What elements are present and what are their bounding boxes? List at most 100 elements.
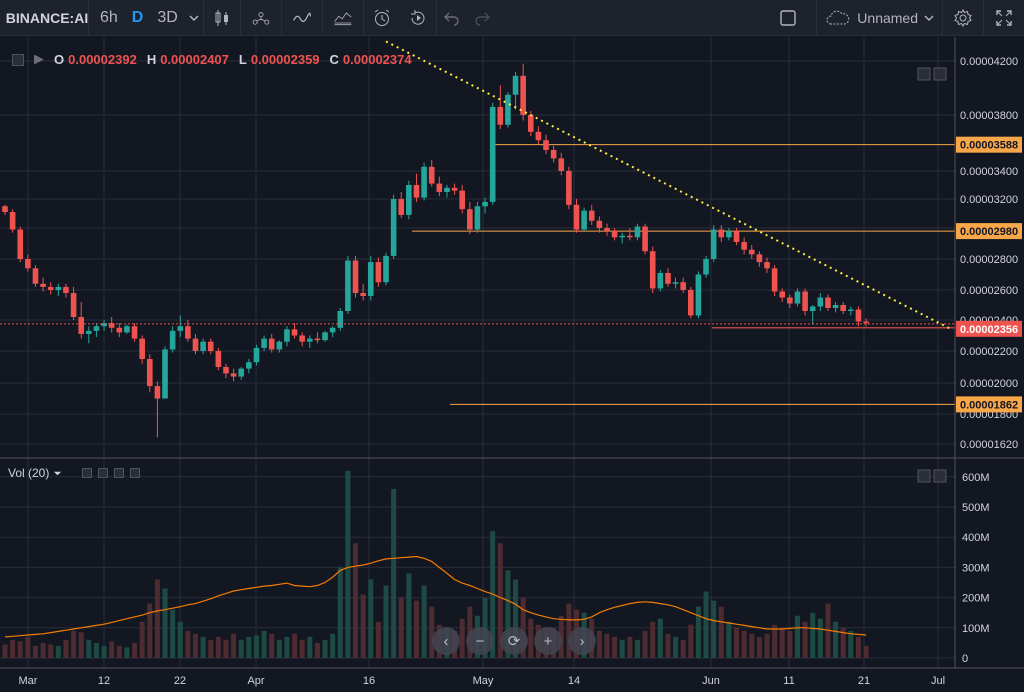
volume-bar: [817, 618, 823, 658]
redo-icon: [475, 12, 490, 26]
settings-button[interactable]: [943, 0, 983, 36]
volume-bar: [132, 642, 138, 658]
candle-body: [710, 229, 717, 259]
volume-bar: [177, 621, 183, 658]
toolbar-separator: [816, 0, 818, 36]
volume-tick-label: 100M: [962, 623, 990, 635]
compare-button[interactable]: [241, 0, 281, 36]
settings-small-icon[interactable]: [98, 468, 109, 478]
candle-body: [284, 329, 290, 342]
fullscreen-button[interactable]: [984, 0, 1024, 36]
scroll-left-button[interactable]: ‹: [432, 627, 460, 655]
alert-button[interactable]: [364, 0, 400, 36]
volume-bar: [833, 621, 839, 658]
toolbar-separator: [280, 0, 282, 36]
toolbar-separator: [362, 0, 364, 36]
chart-navigation: ‹ − ⟳ + ›: [432, 627, 596, 655]
time-tick-label: Apr: [247, 675, 264, 687]
pane-button: [917, 469, 931, 483]
candle-body: [9, 212, 16, 230]
resolution-1d[interactable]: D: [131, 8, 144, 26]
candle-body: [809, 306, 816, 311]
volume-bar: [695, 606, 701, 658]
high-value: 0.00002407: [160, 52, 229, 67]
candle-body: [185, 326, 191, 339]
volume-bar: [627, 636, 633, 658]
volume-bar: [840, 627, 846, 658]
resolution-3d[interactable]: 3D: [157, 8, 178, 26]
volume-bar: [25, 636, 31, 658]
candle-body: [611, 231, 618, 238]
reset-chart-button[interactable]: ⟳: [500, 627, 528, 655]
volume-bar: [680, 639, 686, 658]
compare-icon: [252, 11, 270, 25]
level-price-label: 0.00002980: [960, 226, 1018, 238]
zoom-out-button[interactable]: −: [466, 627, 494, 655]
eye-icon[interactable]: [82, 468, 93, 478]
scroll-right-button[interactable]: ›: [568, 627, 596, 655]
volume-tick-label: 200M: [962, 593, 990, 605]
volume-bar: [741, 630, 747, 658]
close-icon[interactable]: [130, 468, 141, 478]
alert-icon: [374, 9, 390, 26]
candle-body: [649, 251, 656, 289]
zoom-in-button[interactable]: +: [534, 627, 562, 655]
redo-button[interactable]: [467, 0, 497, 36]
candle-body: [78, 317, 84, 334]
close-label: C: [329, 52, 339, 67]
volume-bar: [238, 639, 244, 658]
toolbar-separator: [983, 0, 984, 36]
resolution-dropdown[interactable]: [185, 0, 203, 36]
price-tick-label: 0.00002200: [960, 346, 1018, 358]
candle-body: [840, 305, 846, 311]
candle-body: [390, 199, 397, 256]
volume-bar: [413, 600, 419, 658]
volume-bar: [139, 621, 145, 658]
templates-button[interactable]: [323, 0, 363, 36]
square-icon: [780, 9, 796, 26]
candle-body: [291, 329, 298, 336]
candle-body: [246, 362, 252, 369]
resolution-6h[interactable]: 6h: [100, 8, 118, 26]
candle-body: [436, 183, 443, 192]
fullscreen-toggle-button[interactable]: [770, 0, 806, 36]
volume-bar: [10, 639, 16, 658]
chevron-down-icon[interactable]: [53, 469, 62, 478]
more-icon[interactable]: [114, 468, 125, 478]
symbol-search[interactable]: BINANCE:AI: [5, 9, 88, 26]
volume-bar: [520, 597, 526, 658]
time-tick-label: 16: [363, 675, 375, 687]
volume-bar: [726, 621, 732, 658]
volume-bar: [634, 639, 640, 658]
candle-body: [2, 206, 8, 213]
level-price-tag: [956, 223, 1022, 240]
candle-body: [154, 386, 161, 399]
low-value: 0.00002359: [250, 52, 320, 67]
candle-body: [367, 262, 374, 296]
layout-menu[interactable]: Unnamed: [817, 0, 942, 36]
volume-bar: [109, 641, 115, 658]
volume-label[interactable]: Vol (20): [8, 466, 50, 480]
time-tick-label: 12: [98, 675, 110, 687]
pane-button: [933, 67, 947, 81]
volume-bar: [848, 630, 854, 658]
collapse-legend-icon[interactable]: [12, 53, 24, 66]
candle-body: [329, 327, 336, 333]
price-chart[interactable]: 0.00004200 0.00003800 0.00003400 0.00003200…: [0, 37, 1024, 692]
time-tick-label: 22: [174, 675, 186, 687]
candle-body: [307, 338, 313, 342]
flag-icon[interactable]: [34, 54, 44, 65]
volume-bar: [314, 642, 320, 658]
close-value: 0.00002374: [342, 52, 412, 67]
volume-bar: [863, 645, 869, 658]
undo-button[interactable]: [437, 0, 467, 36]
replay-button[interactable]: [400, 0, 436, 36]
candle-body: [802, 291, 808, 311]
candle-body: [421, 166, 427, 198]
candle-body: [703, 259, 709, 275]
cloud-icon: [826, 10, 850, 24]
candle-body: [779, 291, 786, 298]
indicators-button[interactable]: [282, 0, 322, 36]
chart-type-button[interactable]: [204, 0, 240, 36]
volume-bar: [40, 642, 46, 658]
